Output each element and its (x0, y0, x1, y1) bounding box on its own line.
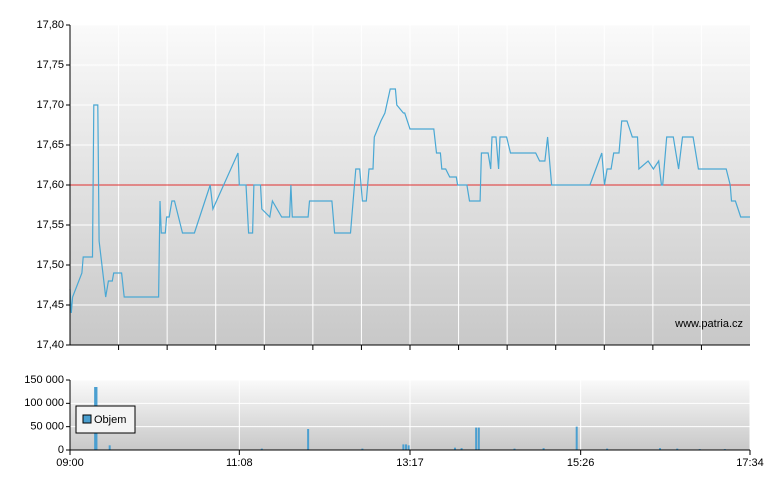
x-tick-label: 09:00 (56, 457, 84, 469)
x-tick-label: 15:26 (567, 457, 595, 469)
x-tick-label: 11:08 (226, 457, 253, 469)
volume-bar (307, 429, 310, 450)
y-tick-label: 17,60 (36, 179, 64, 191)
volume-bar (542, 448, 545, 450)
volume-bar (405, 444, 408, 450)
volume-bar (402, 444, 405, 450)
volume-bar (108, 445, 111, 450)
y-tick-label: 17,65 (36, 139, 64, 151)
volume-bar (606, 448, 609, 450)
y-tick-label: 17,75 (36, 59, 64, 71)
volume-bar (361, 448, 364, 450)
y-tick-label: 17,70 (36, 99, 64, 111)
volume-bar (475, 427, 478, 450)
y-tick-label: 0 (58, 444, 64, 456)
y-tick-label: 17,50 (36, 259, 64, 271)
volume-bar (477, 427, 480, 450)
volume-bar (575, 426, 578, 450)
legend-label: Objem (94, 414, 126, 426)
y-tick-label: 17,55 (36, 219, 64, 231)
x-tick-label: 17:34 (736, 457, 764, 469)
volume-bar (513, 448, 516, 450)
legend-swatch (82, 414, 92, 424)
y-tick-label: 17,80 (36, 19, 64, 31)
x-tick-label: 13:17 (396, 457, 424, 469)
y-tick-label: 100 000 (24, 397, 64, 409)
y-tick-label: 50 000 (30, 421, 64, 433)
y-tick-label: 150 000 (24, 374, 64, 386)
volume-bar (659, 448, 662, 450)
y-tick-label: 17,40 (36, 339, 64, 351)
volume-bar (453, 447, 456, 450)
price-line (69, 88, 750, 314)
volume-bar (260, 448, 263, 450)
volume-bar (460, 448, 463, 450)
volume-bar (407, 445, 410, 450)
watermark: www.patria.cz (674, 318, 743, 330)
volume-bar (676, 448, 679, 450)
y-tick-label: 17,45 (36, 299, 64, 311)
